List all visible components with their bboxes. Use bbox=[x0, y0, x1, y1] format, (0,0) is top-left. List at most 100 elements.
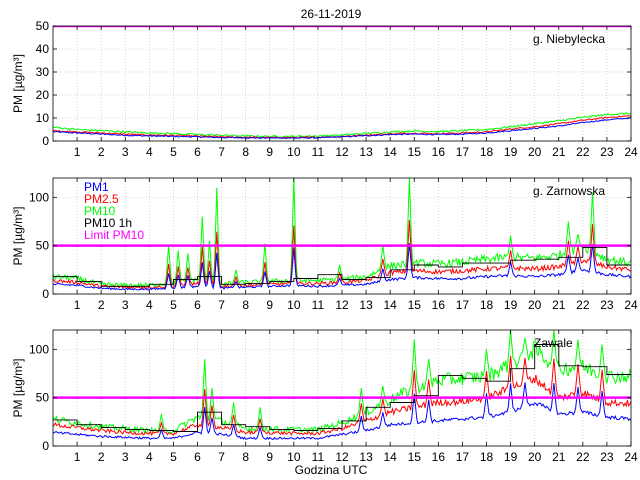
x-tick-label: 14 bbox=[383, 145, 397, 159]
y-tick-label: 100 bbox=[29, 342, 49, 356]
x-tick-label: 5 bbox=[170, 298, 177, 312]
x-tick-label: 13 bbox=[359, 298, 373, 312]
x-tick-label: 1 bbox=[74, 450, 81, 464]
y-tick-label: 0 bbox=[42, 134, 49, 148]
plot-area-3 bbox=[53, 330, 631, 441]
x-tick-label: 7 bbox=[218, 145, 225, 159]
x-tick-label: 4 bbox=[146, 145, 153, 159]
panel-1: 1 2 3 4 5 6 7 8 9 10 11 12 13 14 15 16 17 18 19 20 21 22 23 240… bbox=[11, 19, 638, 159]
x-tick-label: 6 bbox=[194, 145, 201, 159]
x-tick-label: 3 bbox=[122, 298, 129, 312]
x-tick-label: 13 bbox=[359, 145, 373, 159]
x-tick-label: 17 bbox=[456, 145, 470, 159]
x-tick-label: 23 bbox=[600, 145, 614, 159]
legend-pm25: PM2.5 bbox=[84, 192, 119, 206]
x-tick-label: 7 bbox=[218, 298, 225, 312]
panel-2: 1 2 3 4 5 6 7 8 9 10 11 12 13 14 15 16 17 18 19 20 21 22 23 240… bbox=[11, 177, 638, 312]
x-tick-label: 22 bbox=[576, 450, 590, 464]
x-tick-label: 24 bbox=[624, 145, 638, 159]
x-tick-label: 9 bbox=[266, 145, 273, 159]
y-tick-label: 0 bbox=[42, 287, 49, 301]
x-tick-label: 24 bbox=[624, 450, 638, 464]
station-title: Zawale bbox=[534, 336, 573, 350]
y-axis-label: PM [µg/m³] bbox=[11, 207, 25, 266]
x-tick-label: 10 bbox=[287, 145, 301, 159]
x-tick-label: 4 bbox=[146, 298, 153, 312]
x-tick-label: 1 bbox=[74, 145, 81, 159]
x-tick-label: 6 bbox=[194, 450, 201, 464]
x-tick-label: 10 bbox=[287, 298, 301, 312]
x-tick-label: 4 bbox=[146, 450, 153, 464]
x-tick-label: 12 bbox=[335, 145, 349, 159]
y-tick-label: 40 bbox=[36, 42, 50, 56]
figure-title: 26-11-2019 bbox=[301, 7, 362, 21]
x-tick-label: 5 bbox=[170, 145, 177, 159]
x-tick-label: 2 bbox=[98, 450, 105, 464]
y-tick-label: 20 bbox=[36, 88, 50, 102]
x-tick-label: 20 bbox=[528, 450, 542, 464]
pm10-series bbox=[53, 112, 631, 138]
plot-area-2 bbox=[53, 178, 631, 291]
x-tick-label: 20 bbox=[528, 298, 542, 312]
x-tick-label: 16 bbox=[432, 145, 446, 159]
x-tick-label: 11 bbox=[312, 145, 325, 159]
x-tick-label: 13 bbox=[359, 450, 373, 464]
x-tick-label: 21 bbox=[552, 450, 566, 464]
x-tick-label: 15 bbox=[408, 145, 422, 159]
x-tick-label: 24 bbox=[624, 298, 638, 312]
y-tick-label: 100 bbox=[29, 190, 49, 204]
pm10-1h-series bbox=[53, 247, 631, 287]
legend-pm10-1h: PM10 1h bbox=[84, 216, 132, 230]
y-tick-label: 50 bbox=[36, 391, 50, 405]
station-title: g. Zarnowska bbox=[533, 184, 605, 198]
x-tick-label: 8 bbox=[242, 450, 249, 464]
x-tick-label: 1 bbox=[74, 298, 81, 312]
x-tick-label: 3 bbox=[122, 450, 129, 464]
x-tick-label: 18 bbox=[480, 298, 494, 312]
x-tick-label: 15 bbox=[408, 450, 422, 464]
y-axis-label: PM [µg/m³] bbox=[11, 54, 25, 113]
pm10-1h-series bbox=[53, 344, 631, 432]
panel-3: 1 2 3 4 5 6 7 8 9 10 11 12 13 14 15 16 17 18 19 20 21 22 23 240… bbox=[11, 329, 638, 464]
x-tick-label: 12 bbox=[335, 450, 349, 464]
y-tick-label: 50 bbox=[36, 19, 50, 33]
x-tick-label: 15 bbox=[408, 298, 422, 312]
x-tick-label: 21 bbox=[552, 298, 566, 312]
x-tick-label: 21 bbox=[552, 145, 566, 159]
x-tick-label: 20 bbox=[528, 145, 542, 159]
x-tick-label: 8 bbox=[242, 145, 249, 159]
pm25-series bbox=[53, 356, 631, 437]
y-tick-label: 50 bbox=[36, 239, 50, 253]
x-tick-label: 9 bbox=[266, 298, 273, 312]
x-tick-label: 19 bbox=[504, 145, 518, 159]
x-tick-label: 22 bbox=[576, 298, 590, 312]
x-tick-label: 14 bbox=[383, 298, 397, 312]
x-tick-label: 12 bbox=[335, 298, 349, 312]
x-axis-label: Godzina UTC bbox=[295, 463, 368, 477]
x-tick-label: 23 bbox=[600, 298, 614, 312]
x-tick-label: 11 bbox=[312, 450, 325, 464]
x-tick-label: 7 bbox=[218, 450, 225, 464]
pm1-series bbox=[53, 382, 631, 441]
x-tick-label: 18 bbox=[480, 450, 494, 464]
y-tick-label: 0 bbox=[42, 439, 49, 453]
y-axis-label: PM [µg/m³] bbox=[11, 359, 25, 418]
x-tick-label: 9 bbox=[266, 450, 273, 464]
pm25-series bbox=[53, 115, 631, 139]
x-tick-label: 3 bbox=[122, 145, 129, 159]
x-tick-label: 16 bbox=[432, 298, 446, 312]
x-tick-label: 17 bbox=[456, 298, 470, 312]
x-tick-label: 8 bbox=[242, 298, 249, 312]
x-tick-label: 16 bbox=[432, 450, 446, 464]
legend-pm1: PM1 bbox=[84, 180, 109, 194]
x-tick-label: 14 bbox=[383, 450, 397, 464]
x-tick-label: 5 bbox=[170, 450, 177, 464]
y-tick-label: 30 bbox=[36, 65, 50, 79]
legend-pm10: PM10 bbox=[84, 204, 116, 218]
y-tick-label: 10 bbox=[36, 111, 50, 125]
x-tick-label: 19 bbox=[504, 450, 518, 464]
x-tick-label: 10 bbox=[287, 450, 301, 464]
x-tick-label: 2 bbox=[98, 298, 105, 312]
x-tick-label: 2 bbox=[98, 145, 105, 159]
